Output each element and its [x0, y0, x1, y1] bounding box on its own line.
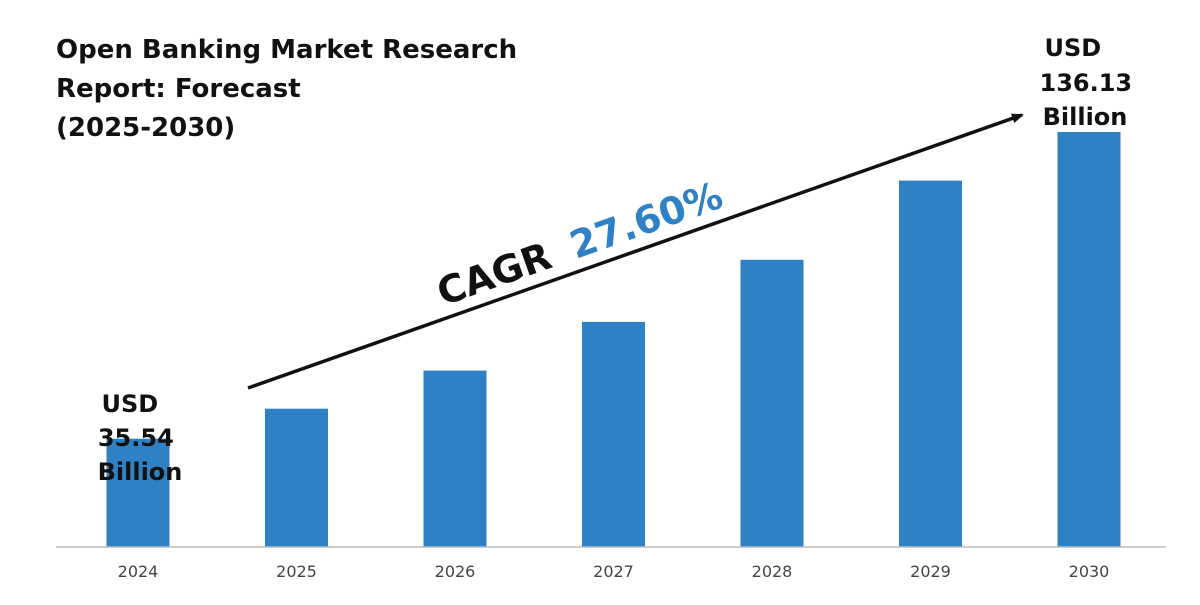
- start-callout-line-2: 35.54: [98, 424, 174, 452]
- end-value-callout: USD 136.13 Billion: [1040, 34, 1141, 131]
- bars-group: [106, 132, 1121, 547]
- trend-arrow-icon: [247, 113, 1024, 390]
- x-tick-label-2024: 2024: [118, 562, 159, 581]
- bar-2024: [106, 438, 170, 547]
- x-tick-label-2030: 2030: [1069, 562, 1110, 581]
- chart-title-line-3: (2025-2030): [56, 113, 235, 143]
- end-callout-line-3: Billion: [1043, 103, 1128, 131]
- bar-2028: [740, 259, 804, 547]
- bar-2029: [899, 180, 962, 547]
- start-callout-line-3: Billion: [98, 458, 183, 486]
- chart-title: Open Banking Market Research Report: For…: [56, 35, 526, 143]
- cagr-label: CAGR 27.60%: [431, 173, 728, 314]
- end-callout-line-2: 136.13: [1040, 69, 1133, 97]
- chart-title-line-1: Open Banking Market Research: [56, 35, 517, 65]
- bar-2025: [265, 408, 328, 547]
- x-tick-label-2026: 2026: [435, 562, 476, 581]
- bar-2030: [1057, 132, 1121, 547]
- start-callout-line-1: USD: [101, 390, 158, 418]
- bar-2027: [582, 321, 645, 547]
- bar-2026: [423, 370, 487, 547]
- x-tick-label-2029: 2029: [910, 562, 951, 581]
- chart-title-line-2: Report: Forecast: [56, 74, 301, 104]
- start-value-callout: USD 35.54 Billion: [98, 390, 183, 486]
- end-callout-line-1: USD: [1044, 34, 1101, 62]
- x-tick-label-2027: 2027: [593, 562, 634, 581]
- cagr-value: 27.60%: [564, 173, 728, 267]
- x-tick-label-2025: 2025: [276, 562, 317, 581]
- x-tick-label-2028: 2028: [752, 562, 793, 581]
- x-tick-labels: 2024 2025 2026 2027 2028 2029 2030: [118, 562, 1110, 581]
